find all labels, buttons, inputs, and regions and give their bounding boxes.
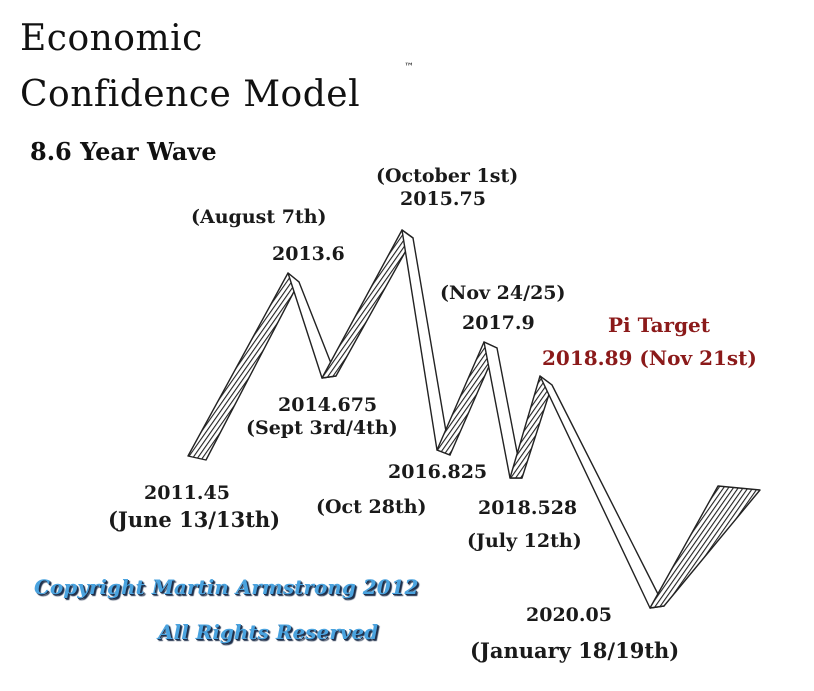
label-2018a-day: (July 12th) — [467, 530, 582, 552]
wave-leg-down-pi-2020 — [539, 375, 665, 609]
label-2016-date: 2016.825 — [388, 461, 488, 483]
pi-target-date: 2018.89 (Nov 21st) — [542, 346, 757, 370]
label-2020-day: (January 18/19th) — [470, 638, 680, 663]
subtitle: 8.6 Year Wave — [30, 137, 217, 166]
label-2015-date: 2015.75 — [400, 188, 486, 210]
wave-leg-up-2018-pi — [509, 375, 553, 479]
label-2020-date: 2020.05 — [526, 604, 612, 626]
label-2014-day: (Sept 3rd/4th) — [246, 417, 398, 439]
label-2015-day: (October 1st) — [376, 165, 519, 187]
pi-target-label: Pi Target — [608, 313, 711, 337]
label-2014-date: 2014.675 — [278, 394, 378, 416]
label-2011-date: 2011.45 — [144, 482, 230, 504]
label-2013-date: 2013.6 — [272, 243, 345, 265]
label-2016-day: (Oct 28th) — [316, 496, 427, 518]
copyright-line-2: All Rights Reserved — [158, 620, 379, 644]
wave-leg-down-2013-2014 — [287, 272, 337, 379]
wave-leg-up-2020-after — [649, 485, 761, 609]
wave-leg-down-2015-2016 — [401, 229, 451, 456]
label-2011-day: (June 13/13th) — [108, 507, 281, 532]
title-line-2: Confidence Model — [20, 74, 361, 115]
label-2017-day: (Nov 24/25) — [440, 282, 566, 304]
label-2018a-date: 2018.528 — [478, 497, 578, 519]
label-2017-date: 2017.9 — [462, 312, 535, 334]
trademark-mark: ™ — [404, 62, 414, 73]
copyright-line-1: Copyright Martin Armstrong 2012 — [34, 575, 419, 599]
title-line-1: Economic — [20, 18, 203, 59]
label-2013-day: (August 7th) — [191, 206, 327, 228]
